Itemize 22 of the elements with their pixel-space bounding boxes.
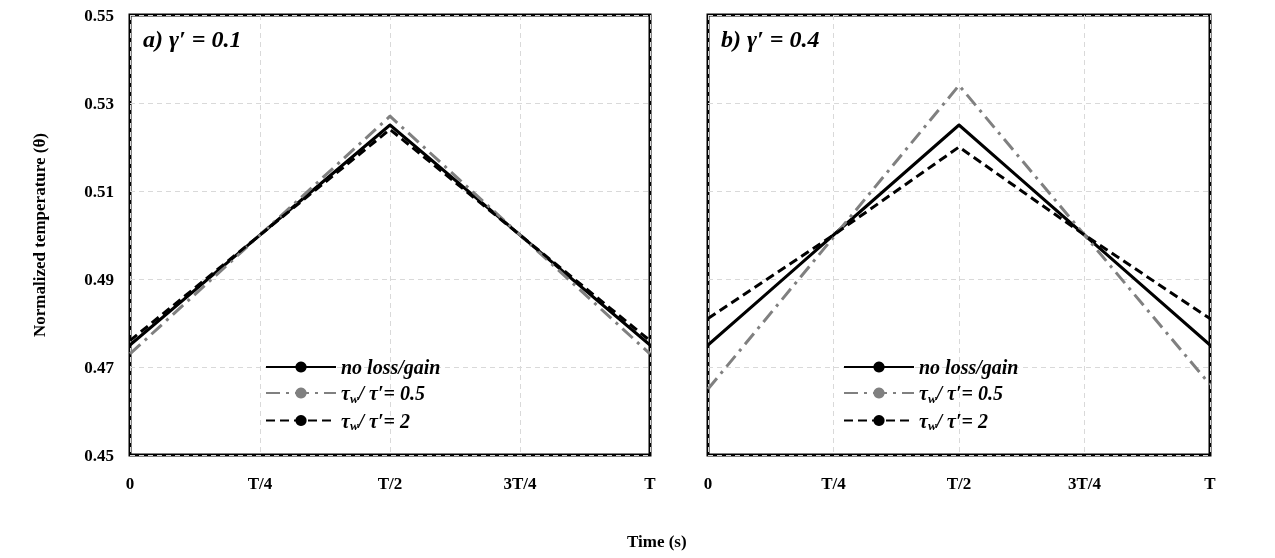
x-tick-label: 0 bbox=[125, 474, 135, 493]
y-tick-label: 0.47 bbox=[84, 357, 115, 377]
x-tick-label: 3T/4 bbox=[503, 474, 538, 493]
chart-title: a) γ′ = 0.1 bbox=[143, 26, 242, 52]
x-tick-label: T/2 bbox=[946, 474, 972, 493]
y-axis-title: Normalized temperature (θ) bbox=[30, 133, 49, 337]
x-tick-label: 0 bbox=[703, 474, 713, 493]
x-axis-title: Time (s) bbox=[627, 532, 687, 551]
legend-label: no loss/gain bbox=[341, 356, 441, 379]
y-tick-label: 0.49 bbox=[84, 269, 114, 289]
y-tick-label: 0.53 bbox=[84, 93, 114, 113]
y-tick-label: 0.55 bbox=[84, 5, 114, 25]
x-tick-label: T/2 bbox=[377, 474, 403, 493]
legend-label: no loss/gain bbox=[919, 356, 1019, 379]
x-tick-label: T bbox=[644, 474, 657, 493]
y-tick-label: 0.51 bbox=[84, 181, 114, 201]
chart-title: b) γ′ = 0.4 bbox=[721, 26, 820, 52]
x-tick-label: T bbox=[1204, 474, 1217, 493]
x-tick-label: T/4 bbox=[247, 474, 273, 493]
x-tick-label: 3T/4 bbox=[1067, 474, 1102, 493]
x-tick-label: T/4 bbox=[821, 474, 847, 493]
y-tick-label: 0.45 bbox=[84, 445, 114, 465]
